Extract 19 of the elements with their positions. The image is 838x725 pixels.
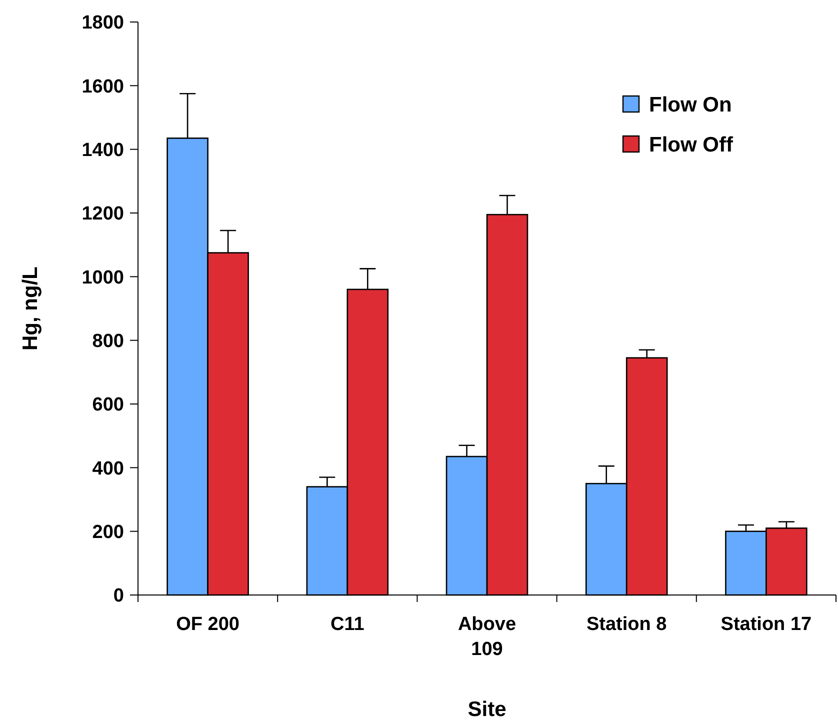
legend-label: Flow Off [649, 133, 734, 156]
y-tick-label: 600 [92, 394, 124, 416]
y-tick-label: 400 [92, 458, 124, 480]
x-axis-title: Site [468, 698, 506, 721]
x-tick-label: Station 8 [586, 614, 667, 635]
y-tick-label: 1600 [82, 76, 124, 98]
y-tick-label: 0 [113, 586, 124, 607]
x-tick-label: C11 [330, 614, 365, 635]
x-tick-label: Above 109 [458, 614, 516, 660]
x-tick-label: OF 200 [176, 614, 240, 635]
legend-label: Flow On [649, 93, 732, 116]
y-tick-label: 800 [92, 330, 124, 352]
y-tick-label: 200 [92, 522, 124, 543]
y-tick-label: 1800 [82, 12, 124, 34]
y-tick-label: 1400 [82, 140, 124, 161]
y-axis-title: Hg, ng/L [19, 266, 42, 350]
y-tick-label: 1000 [82, 267, 124, 288]
y-tick-label: 1200 [82, 204, 124, 225]
x-tick-label: Station 17 [720, 614, 812, 635]
